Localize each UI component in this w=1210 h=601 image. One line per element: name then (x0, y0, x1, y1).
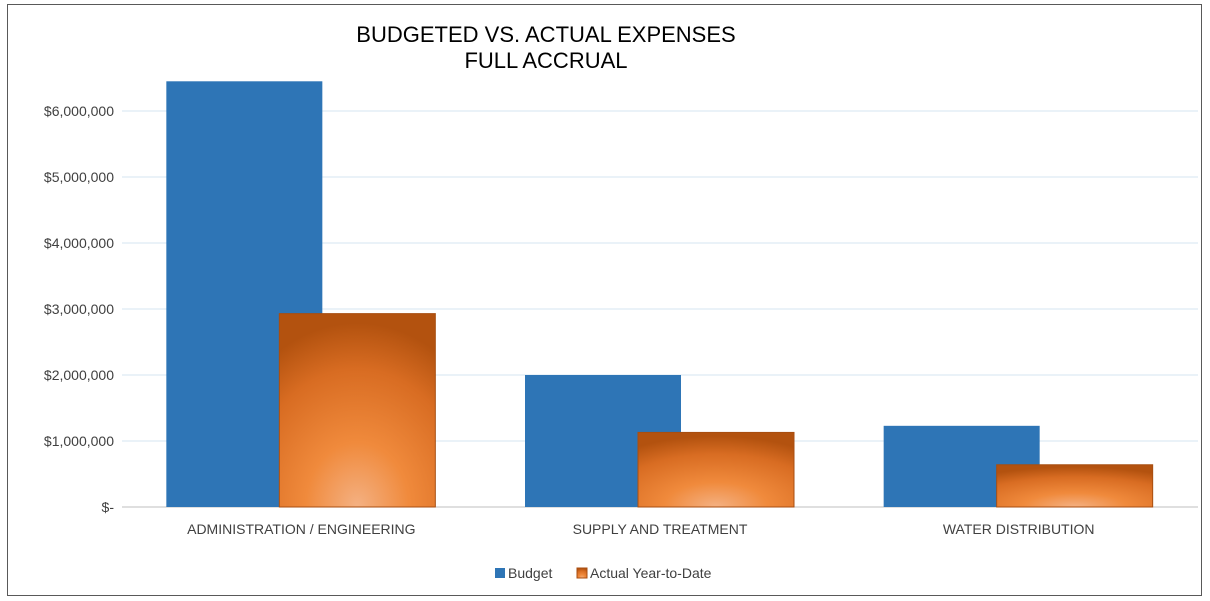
y-tick-label: $- (102, 499, 115, 515)
x-axis-category-labels: ADMINISTRATION / ENGINEERING SUPPLY AND T… (187, 521, 1094, 537)
legend-label: Budget (508, 565, 552, 581)
chart-title-line-1: BUDGETED VS. ACTUAL EXPENSES (356, 22, 736, 47)
y-tick-label: $5,000,000 (44, 169, 114, 185)
y-tick-label: $2,000,000 (44, 367, 114, 383)
y-tick-label: $3,000,000 (44, 301, 114, 317)
bar-actual (637, 431, 795, 508)
bars (166, 81, 1154, 508)
legend-label: Actual Year-to-Date (590, 565, 712, 581)
y-axis-tick-labels: $- $1,000,000 $2,000,000 $3,000,000 $4,000,0… (44, 103, 114, 515)
y-tick-label: $4,000,000 (44, 235, 114, 251)
category-label: SUPPLY AND TREATMENT (573, 521, 748, 537)
legend-swatch-budget (495, 568, 505, 578)
y-tick-label: $6,000,000 (44, 103, 114, 119)
category-label: ADMINISTRATION / ENGINEERING (187, 521, 415, 537)
y-tick-label: $1,000,000 (44, 433, 114, 449)
chart-title-line-2: FULL ACCRUAL (464, 48, 628, 73)
legend-swatch-actual (576, 567, 588, 579)
legend: Budget Actual Year-to-Date (495, 565, 712, 581)
category-label: WATER DISTRIBUTION (943, 521, 1095, 537)
bar-actual (996, 464, 1154, 508)
bar-actual (278, 313, 436, 508)
